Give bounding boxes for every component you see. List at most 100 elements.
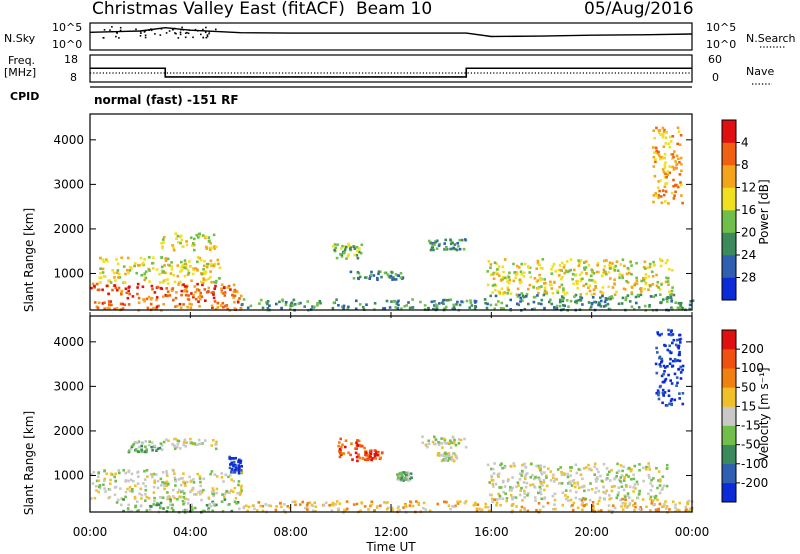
heatmap-cell bbox=[579, 299, 583, 302]
heatmap-cell bbox=[202, 477, 205, 481]
heatmap-cell bbox=[103, 307, 106, 311]
heatmap-cell bbox=[386, 273, 390, 276]
heatmap-cell bbox=[177, 478, 181, 481]
heatmap-cell bbox=[594, 286, 598, 289]
heatmap-cell bbox=[124, 495, 127, 499]
heatmap-cell bbox=[658, 502, 662, 506]
heatmap-cell bbox=[184, 287, 188, 290]
heatmap-cell bbox=[549, 470, 553, 473]
heatmap-cell bbox=[658, 355, 662, 359]
heatmap-cell bbox=[585, 272, 588, 275]
heatmap-cell bbox=[569, 268, 572, 272]
colorbar-segment bbox=[722, 444, 736, 465]
heatmap-cell bbox=[550, 272, 553, 275]
heatmap-cell bbox=[195, 443, 199, 447]
heatmap-cell bbox=[245, 504, 248, 508]
heatmap-cell bbox=[222, 306, 225, 309]
heatmap-cell bbox=[411, 504, 415, 508]
heatmap-cell bbox=[489, 294, 492, 298]
heatmap-cell bbox=[98, 276, 101, 280]
heatmap-cell bbox=[601, 294, 604, 298]
heatmap-cell bbox=[486, 505, 490, 509]
heatmap-cell bbox=[569, 469, 573, 473]
heatmap-cell bbox=[498, 292, 502, 296]
heatmap-cell bbox=[205, 247, 209, 250]
heatmap-cell bbox=[524, 485, 528, 489]
heatmap-cell bbox=[524, 473, 528, 476]
y-tick-label: 1000 bbox=[53, 266, 84, 280]
heatmap-cell bbox=[146, 306, 150, 310]
heatmap-cell bbox=[405, 505, 408, 508]
heatmap-cell bbox=[520, 474, 523, 477]
heatmap-cell bbox=[681, 364, 685, 368]
heatmap-cell bbox=[501, 497, 505, 501]
heatmap-cell bbox=[449, 298, 453, 301]
colorbar-segment bbox=[722, 232, 736, 256]
nsky-point bbox=[184, 36, 187, 39]
heatmap-cell bbox=[171, 503, 174, 507]
heatmap-cell bbox=[201, 281, 205, 284]
y-tick-label: 1000 bbox=[53, 468, 84, 482]
heatmap-cell bbox=[208, 503, 211, 506]
heatmap-cell bbox=[204, 270, 208, 274]
heatmap-cell bbox=[221, 301, 225, 305]
heatmap-cell bbox=[441, 446, 444, 449]
heatmap-cell bbox=[539, 492, 543, 496]
heatmap-cell bbox=[558, 300, 562, 304]
heatmap-cell bbox=[611, 296, 614, 300]
heatmap-cell bbox=[211, 509, 214, 512]
heatmap-cell bbox=[601, 286, 605, 289]
heatmap-cell bbox=[347, 305, 350, 309]
heatmap-cell bbox=[322, 504, 326, 507]
heatmap-cell bbox=[605, 259, 608, 262]
heatmap-cell bbox=[241, 303, 244, 306]
heatmap-cell bbox=[192, 272, 195, 276]
heatmap-cell bbox=[179, 241, 182, 245]
heatmap-cell bbox=[649, 489, 653, 492]
heatmap-cell bbox=[452, 246, 455, 250]
heatmap-cell bbox=[230, 471, 233, 474]
heatmap-cell bbox=[216, 306, 220, 309]
heatmap-cell bbox=[498, 486, 501, 489]
heatmap-cell bbox=[636, 482, 640, 486]
heatmap-cell bbox=[629, 260, 632, 264]
heatmap-cell bbox=[266, 307, 270, 310]
heatmap-cell bbox=[537, 302, 540, 305]
heatmap-cell bbox=[165, 470, 168, 473]
heatmap-cell bbox=[101, 267, 105, 271]
heatmap-cell bbox=[142, 298, 145, 302]
heatmap-cell bbox=[447, 452, 451, 455]
heatmap-cell bbox=[117, 286, 121, 290]
heatmap-cell bbox=[140, 497, 143, 500]
heatmap-cell bbox=[495, 498, 499, 501]
heatmap-cell bbox=[150, 445, 153, 449]
heatmap-cell bbox=[518, 478, 522, 481]
heatmap-cell bbox=[288, 307, 292, 311]
heatmap-cell bbox=[155, 449, 158, 452]
heatmap-cell bbox=[654, 192, 657, 195]
heatmap-cell bbox=[143, 278, 146, 282]
heatmap-cell bbox=[663, 503, 666, 506]
heatmap-cell bbox=[182, 443, 185, 447]
heatmap-cell bbox=[163, 481, 167, 485]
heatmap-cell bbox=[618, 272, 622, 276]
heatmap-cell bbox=[529, 275, 532, 279]
heatmap-cell bbox=[173, 437, 176, 441]
heatmap-cell bbox=[671, 153, 675, 156]
heatmap-cell bbox=[163, 264, 166, 267]
heatmap-cell bbox=[294, 503, 297, 507]
heatmap-cell bbox=[251, 504, 255, 507]
heatmap-cell bbox=[116, 262, 120, 266]
heatmap-cell bbox=[259, 504, 262, 508]
heatmap-cell bbox=[528, 283, 532, 287]
heatmap-cell bbox=[187, 502, 190, 505]
heatmap-cell bbox=[599, 474, 602, 478]
heatmap-cell bbox=[284, 303, 288, 307]
heatmap-cell bbox=[198, 475, 202, 478]
heatmap-cell bbox=[290, 301, 294, 304]
heatmap-cell bbox=[548, 283, 552, 287]
heatmap-cell bbox=[597, 270, 600, 274]
heatmap-cell bbox=[190, 279, 193, 282]
heatmap-cell bbox=[629, 469, 633, 473]
heatmap-cell bbox=[628, 485, 632, 489]
